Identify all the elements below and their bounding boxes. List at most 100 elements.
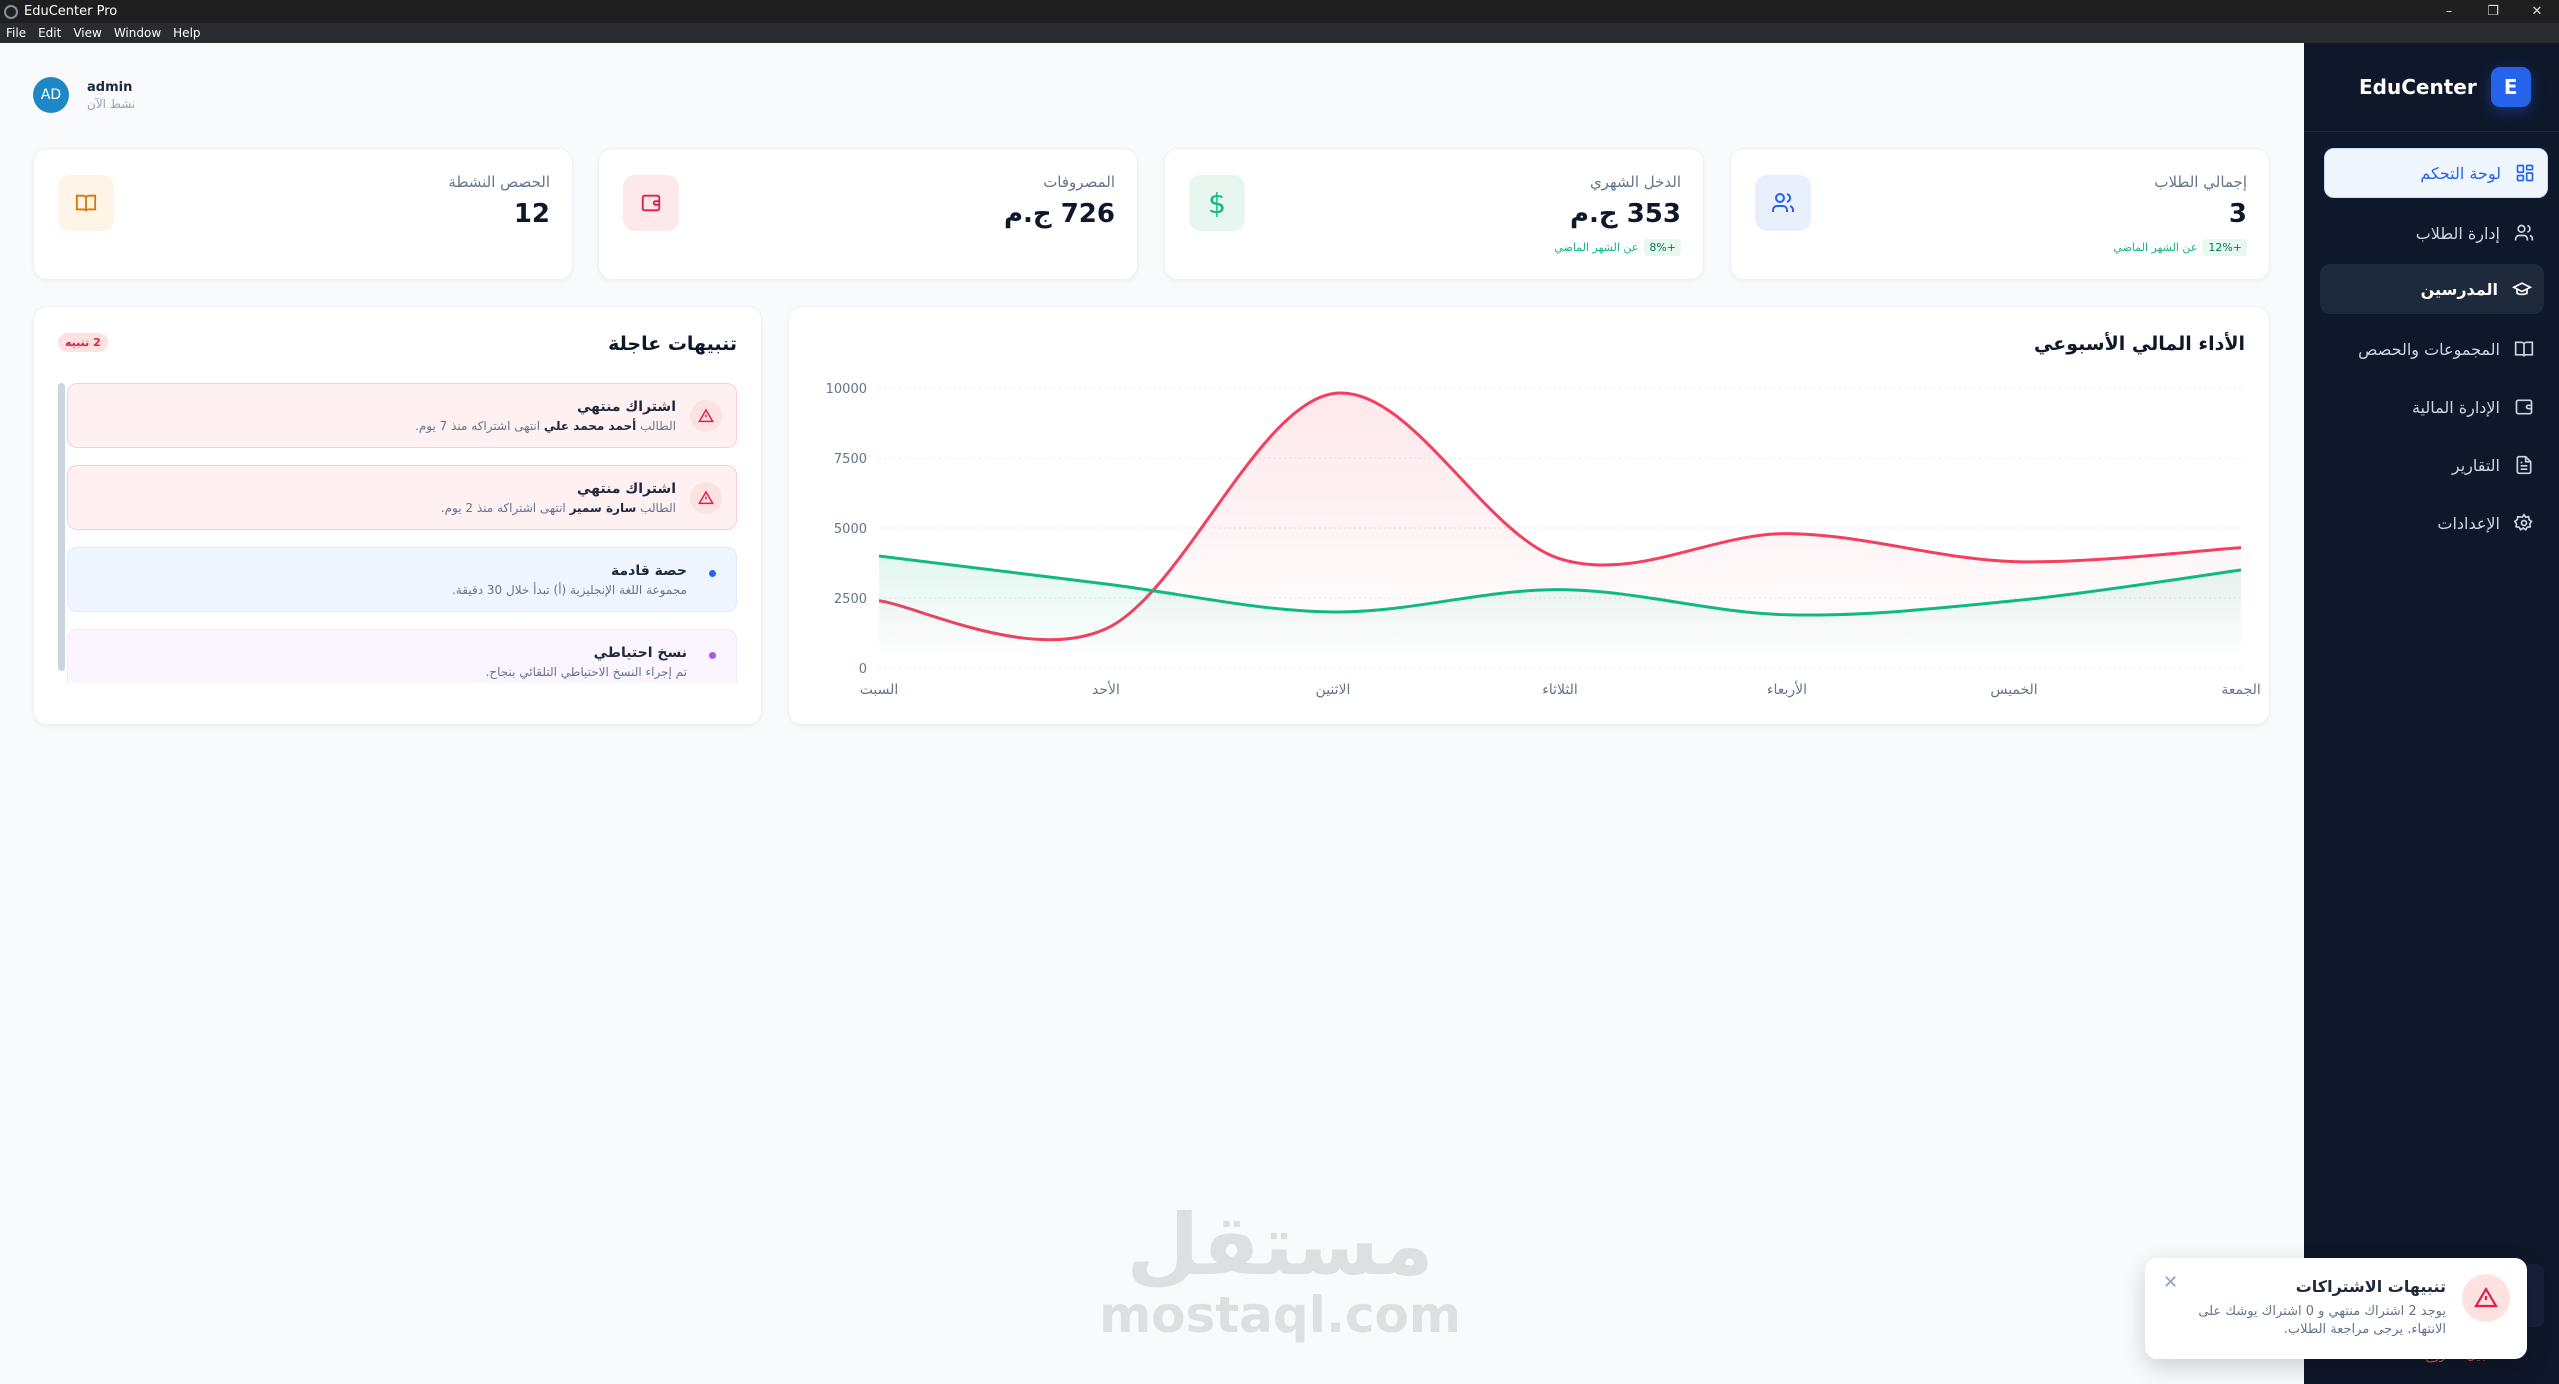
alert-item[interactable]: حصة قادمة مجموعة اللغة الإنجليزية (أ) تب… bbox=[67, 547, 737, 612]
toast-message: يوجد 2 اشتراك منتهي و 0 اشتراك يوشك على … bbox=[2198, 1304, 2446, 1337]
graduation-cap-icon bbox=[2512, 282, 2532, 296]
sidebar-item-label: التقارير bbox=[2451, 455, 2500, 475]
y-tick-label: 7500 bbox=[834, 452, 867, 467]
stat-card-sessions: الحصص النشطة 12 bbox=[33, 148, 573, 280]
sidebar-item-dashboard[interactable]: لوحة التحكم bbox=[2324, 148, 2548, 198]
sidebar-item-settings[interactable]: الإعدادات bbox=[2322, 498, 2546, 548]
menu-file[interactable]: File bbox=[6, 26, 27, 40]
sidebar-item-reports[interactable]: التقارير bbox=[2322, 440, 2546, 490]
app-icon bbox=[4, 4, 18, 19]
alert-desc: الطالب أحمد محمد علي انتهى اشتراكه منذ 7… bbox=[415, 418, 676, 433]
alert-title: اشتراك منتهي bbox=[577, 398, 676, 415]
avatar: AD bbox=[33, 77, 69, 113]
menu-window[interactable]: Window bbox=[113, 26, 162, 40]
close-button[interactable]: ✕ bbox=[2531, 4, 2543, 19]
scrollbar[interactable] bbox=[58, 383, 65, 671]
watermark-arabic: مستقل bbox=[1126, 1196, 1434, 1294]
stat-label: إجمالي الطلاب bbox=[2154, 173, 2247, 191]
urgent-alerts-panel: تنبيهات عاجلة 2 تنبيه اشتراك منتهي الطال… bbox=[33, 306, 762, 725]
alert-item[interactable]: اشتراك منتهي الطالب سارة سمير انتهى اشتر… bbox=[67, 465, 737, 530]
title-bar: EduCenter Pro – ❐ ✕ bbox=[0, 0, 2559, 23]
change-note: عن الشهر الماضي bbox=[1554, 241, 1639, 254]
sidebar-item-label: المدرسين bbox=[2420, 279, 2498, 299]
sidebar-item-groups[interactable]: المجموعات والحصص bbox=[2322, 324, 2546, 374]
brand-badge: E bbox=[2490, 67, 2531, 107]
wallet-icon bbox=[2515, 399, 2533, 415]
sidebar-item-label: الإدارة المالية bbox=[2411, 397, 2500, 417]
toast-title: تنبيهات الاشتراكات bbox=[2295, 1277, 2446, 1296]
subscription-toast: تنبيهات الاشتراكات يوجد 2 اشتراك منتهي و… bbox=[2145, 1258, 2527, 1359]
watermark-latin: mostaql.com bbox=[1099, 1286, 1461, 1344]
stat-card-students: إجمالي الطلاب 3 +12% عن الشهر الماضي bbox=[1730, 148, 2270, 280]
x-tick-label: الأحد bbox=[1092, 680, 1120, 698]
alerts-count-badge: 2 تنبيه bbox=[58, 333, 108, 352]
stat-change: +8% عن الشهر الماضي bbox=[1554, 239, 1681, 256]
alert-item[interactable]: نسخ احتياطي تم إجراء النسخ الاحتياطي الت… bbox=[67, 629, 737, 683]
sidebar-item-label: لوحة التحكم bbox=[2420, 163, 2501, 183]
wallet-icon bbox=[623, 175, 679, 231]
minimize-button[interactable]: – bbox=[2445, 4, 2453, 19]
sidebar-item-teachers[interactable]: المدرسين bbox=[2320, 264, 2544, 314]
close-icon[interactable]: ✕ bbox=[2163, 1272, 2179, 1293]
stat-value: 3 bbox=[2228, 199, 2247, 229]
alert-desc: الطالب سارة سمير انتهى اشتراكه منذ 2 يوم… bbox=[440, 500, 676, 515]
x-tick-label: الثلاثاء bbox=[1542, 682, 1577, 698]
dollar-icon: $ bbox=[1189, 175, 1245, 231]
alert-title: اشتراك منتهي bbox=[577, 480, 676, 497]
alert-item[interactable]: اشتراك منتهي الطالب أحمد محمد علي انتهى … bbox=[67, 383, 737, 448]
watermark: مستقل mostaql.com bbox=[1080, 1200, 1480, 1340]
sidebar: EduCenter E لوحة التحكم إدارة الطلاب الم… bbox=[2304, 43, 2559, 1384]
x-tick-label: الجمعة bbox=[2221, 682, 2261, 698]
alert-desc: مجموعة اللغة الإنجليزية (أ) تبدأ خلال 30… bbox=[452, 582, 687, 597]
dashboard-icon bbox=[2516, 164, 2534, 182]
change-badge: +12% bbox=[2203, 239, 2247, 256]
x-tick-label: السبت bbox=[860, 682, 899, 698]
weekly-finance-chart-card: الأداء المالي الأسبوعي 0 2500 5000 7500 1000… bbox=[788, 306, 2270, 725]
stat-card-expenses: المصروفات 726 ج.م bbox=[598, 148, 1138, 280]
alerts-list: اشتراك منتهي الطالب أحمد محمد علي انتهى … bbox=[57, 383, 737, 683]
change-note: عن الشهر الماضي bbox=[2113, 241, 2198, 254]
sidebar-item-label: إدارة الطلاب bbox=[2415, 223, 2500, 243]
alerts-title: تنبيهات عاجلة bbox=[608, 333, 737, 355]
brand-name: EduCenter bbox=[2359, 75, 2477, 99]
stat-label: الحصص النشطة bbox=[448, 173, 550, 191]
stat-value: 12 bbox=[513, 199, 550, 229]
y-tick-label: 0 bbox=[859, 662, 867, 677]
series-area bbox=[879, 392, 2241, 660]
user-name: admin bbox=[87, 79, 133, 95]
book-icon bbox=[2514, 341, 2534, 357]
alert-title: حصة قادمة bbox=[610, 562, 687, 579]
users-icon bbox=[2514, 224, 2534, 241]
chart-title: الأداء المالي الأسبوعي bbox=[2034, 333, 2245, 355]
menu-bar: File Edit View Window Help bbox=[0, 23, 2559, 43]
settings-icon bbox=[2514, 513, 2533, 531]
maximize-button[interactable]: ❐ bbox=[2487, 4, 2499, 19]
sidebar-item-label: الإعدادات bbox=[2437, 513, 2500, 533]
y-tick-label: 2500 bbox=[834, 592, 867, 607]
user-profile[interactable]: AD admin نشط الآن bbox=[33, 77, 135, 113]
menu-edit[interactable]: Edit bbox=[38, 26, 62, 40]
stat-label: الدخل الشهري bbox=[1589, 173, 1681, 191]
stat-card-income: الدخل الشهري 353 ج.م +8% عن الشهر الماضي … bbox=[1164, 148, 1704, 280]
series-area bbox=[879, 556, 2241, 660]
brand-logo: EduCenter E bbox=[2359, 67, 2531, 107]
x-tick-label: الاثنين bbox=[1316, 682, 1351, 698]
menu-view[interactable]: View bbox=[73, 26, 102, 40]
warning-icon bbox=[2462, 1274, 2510, 1322]
alert-title: نسخ احتياطي bbox=[593, 644, 687, 661]
warning-icon bbox=[690, 399, 722, 432]
sidebar-item-finance[interactable]: الإدارة المالية bbox=[2322, 382, 2546, 432]
y-tick-label: 5000 bbox=[834, 522, 867, 537]
alert-desc: تم إجراء النسخ الاحتياطي التلقائي بنجاح. bbox=[485, 664, 687, 679]
line-chart: 0 2500 5000 7500 10000 السبت الأحد الاثنين الثلا… bbox=[826, 382, 2261, 698]
users-icon bbox=[1755, 175, 1811, 231]
x-tick-label: الأربعاء bbox=[1767, 680, 1807, 698]
stat-label: المصروفات bbox=[1043, 173, 1115, 191]
divider bbox=[2304, 131, 2559, 132]
sidebar-item-students[interactable]: إدارة الطلاب bbox=[2322, 208, 2546, 258]
sidebar-item-label: المجموعات والحصص bbox=[2358, 339, 2500, 359]
info-dot-icon bbox=[709, 570, 716, 577]
menu-help[interactable]: Help bbox=[173, 26, 201, 40]
stat-change: +12% عن الشهر الماضي bbox=[2113, 239, 2247, 256]
change-badge: +8% bbox=[1644, 239, 1681, 256]
